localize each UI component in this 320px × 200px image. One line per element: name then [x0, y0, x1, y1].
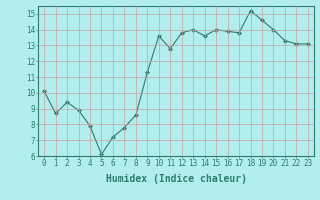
X-axis label: Humidex (Indice chaleur): Humidex (Indice chaleur)	[106, 174, 246, 184]
